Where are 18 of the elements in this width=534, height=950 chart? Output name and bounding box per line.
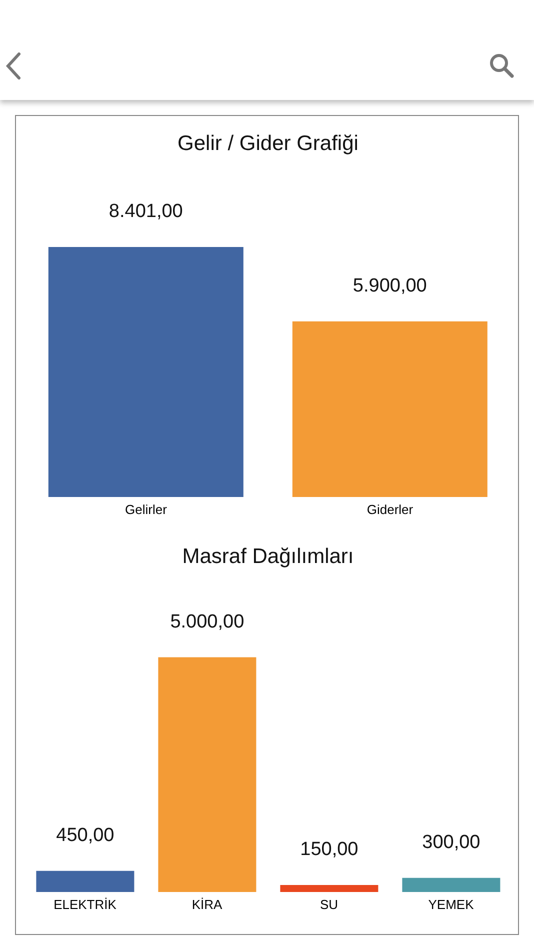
chart-title: Masraf Dağılımları <box>181 544 355 570</box>
data-label: 8.401,00 <box>108 201 183 222</box>
x-tick-label: Giderler <box>366 502 414 518</box>
data-label: 300,00 <box>422 832 480 853</box>
x-tick-label: YEMEK <box>428 897 474 912</box>
x-tick-label: SU <box>320 897 338 912</box>
data-label: 150,00 <box>300 838 358 860</box>
data-label: 5.900,00 <box>352 275 427 296</box>
data-label: 5.000,00 <box>170 611 244 632</box>
data-label: 450,00 <box>56 824 114 846</box>
x-tick-label: KİRA <box>192 897 222 912</box>
x-tick-label: ELEKTRİK <box>54 897 117 912</box>
bar <box>36 870 134 892</box>
bar <box>158 657 256 892</box>
bar <box>280 884 378 892</box>
x-tick-label: Gelirler <box>125 502 168 518</box>
bar <box>402 878 500 892</box>
chart-title: Gelir / Gider Grafiği <box>176 131 360 157</box>
